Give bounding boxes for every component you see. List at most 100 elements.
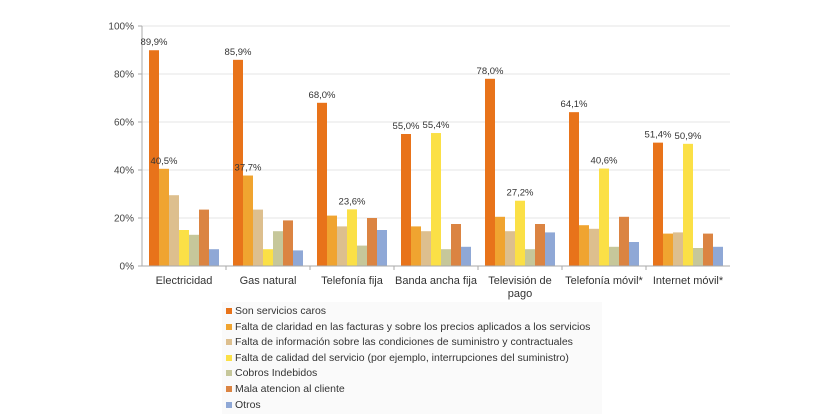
bar <box>693 248 703 266</box>
bar <box>461 246 471 266</box>
axes <box>141 26 730 267</box>
legend-item: Son servicios caros <box>226 303 326 319</box>
bar <box>451 224 461 266</box>
y-tick-label: 80% <box>114 70 134 81</box>
data-label: 51,4% <box>645 130 672 141</box>
bar <box>243 175 253 266</box>
x-category-label: Electricidad <box>156 275 213 287</box>
legend-label: Falta de información sobre las condicion… <box>235 336 573 349</box>
legend-swatch <box>226 323 232 330</box>
bar <box>683 143 693 266</box>
x-category-label: Telefonía fija <box>321 275 384 287</box>
bar <box>619 216 629 266</box>
data-label: 37,7% <box>235 163 262 174</box>
bar <box>199 209 209 266</box>
legend-item: Falta de claridad en las facturas y sobr… <box>226 319 590 335</box>
bar <box>673 232 683 266</box>
bar <box>421 231 431 266</box>
bar <box>569 112 579 266</box>
bar <box>377 230 387 266</box>
bar <box>653 142 663 266</box>
legend-label: Cobros Indebidos <box>235 367 318 380</box>
x-category-labels: Electricidad Gas natural Telefonía fija Ban… <box>156 266 724 300</box>
legend-item: Falta de información sobre las condicion… <box>226 334 573 350</box>
bar <box>609 246 619 266</box>
bar <box>485 78 495 266</box>
bar <box>253 209 263 266</box>
data-label: 50,9% <box>675 131 702 142</box>
bar <box>159 168 169 266</box>
legend: Son servicios caros Falta de claridad en … <box>222 302 602 414</box>
bar <box>347 209 357 266</box>
data-label: 68,0% <box>309 90 336 101</box>
bar <box>515 200 525 266</box>
legend-item: Falta de calidad del servicio (por ejemp… <box>226 350 569 366</box>
bar <box>209 249 219 266</box>
bar <box>589 228 599 266</box>
bar <box>169 195 179 266</box>
bar <box>495 216 505 266</box>
bar <box>327 215 337 266</box>
bar <box>317 102 327 266</box>
x-category-label: Gas natural <box>240 275 297 287</box>
grouped-bar-chart: 0% 20% 40% 60% 80% 100% Electricidad Gas natur… <box>108 22 730 300</box>
bar <box>179 230 189 266</box>
x-category-label: Televisión de pago <box>488 275 552 300</box>
bar <box>411 226 421 266</box>
legend-swatch <box>226 370 232 377</box>
data-label: 89,9% <box>141 37 168 48</box>
legend-label: Falta de calidad del servicio (por ejemp… <box>235 351 569 364</box>
legend-swatch <box>226 339 232 346</box>
bar <box>703 233 713 266</box>
data-label: 64,1% <box>561 99 588 110</box>
legend-item: Mala atencion al cliente <box>226 381 345 397</box>
bar <box>273 231 283 266</box>
bar <box>367 218 377 266</box>
y-tick-label: 40% <box>114 166 134 177</box>
legend-label: Otros <box>235 398 261 411</box>
bar <box>401 134 411 266</box>
y-tick-label: 100% <box>108 22 134 33</box>
data-labels: 89,9% 40,5% 85,9% 37,7% 68,0% 23,6% 55,0% 55,4%… <box>141 37 702 207</box>
data-label: 40,5% <box>151 156 178 167</box>
bar <box>337 226 347 266</box>
legend-item: Cobros Indebidos <box>226 365 317 381</box>
bar <box>599 168 609 266</box>
data-label: 85,9% <box>225 47 252 58</box>
bar <box>535 224 545 266</box>
bar <box>431 133 441 266</box>
y-tick-labels: 0% 20% 40% 60% 80% 100% <box>108 22 142 273</box>
data-label: 55,4% <box>423 120 450 131</box>
x-category-label: Banda ancha fija <box>395 275 478 287</box>
y-tick-label: 0% <box>120 262 135 273</box>
data-label: 55,0% <box>393 121 420 132</box>
bar <box>293 250 303 266</box>
data-label: 27,2% <box>507 188 534 199</box>
data-label: 40,6% <box>591 156 618 167</box>
bar <box>579 225 589 266</box>
bar <box>663 233 673 266</box>
legend-swatch <box>226 308 232 314</box>
y-tick-label: 20% <box>114 214 134 225</box>
y-tick-label: 60% <box>114 118 134 129</box>
bar <box>189 234 199 266</box>
bar <box>283 220 293 266</box>
bar <box>545 232 555 266</box>
bar <box>357 245 367 266</box>
bar <box>233 59 243 267</box>
legend-swatch <box>226 354 232 361</box>
bar <box>505 231 515 266</box>
data-label: 78,0% <box>477 66 504 77</box>
legend-item: Otros <box>226 397 261 413</box>
bar <box>525 249 535 266</box>
bars <box>149 50 723 267</box>
legend-swatch <box>226 401 232 408</box>
bar <box>149 50 159 266</box>
bar <box>441 249 451 266</box>
bar <box>629 242 639 266</box>
legend-label: Mala atencion al cliente <box>235 383 345 395</box>
x-category-label: Internet móvil* <box>653 275 724 287</box>
bar <box>263 249 273 266</box>
bar <box>713 246 723 266</box>
legend-swatch <box>226 386 232 392</box>
